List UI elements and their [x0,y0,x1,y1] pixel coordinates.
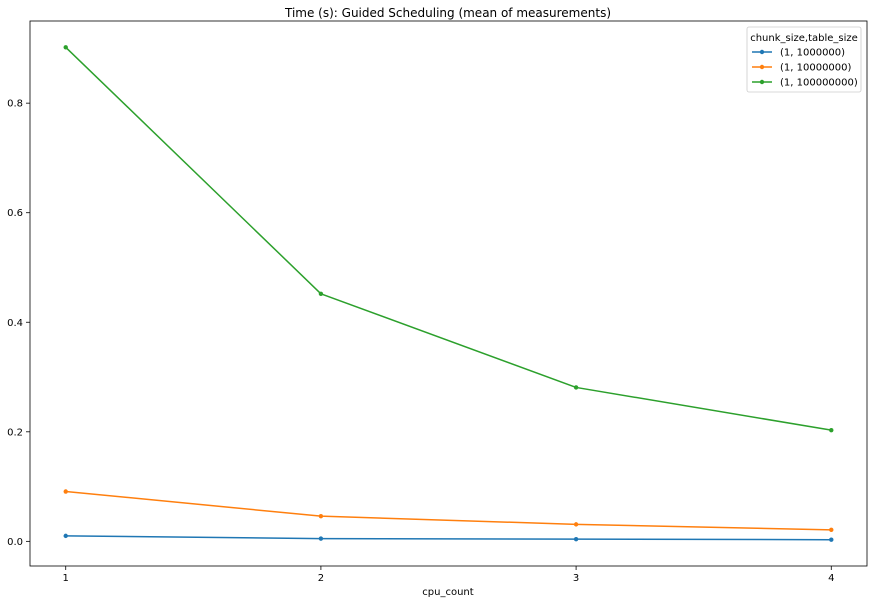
data-point [829,537,834,542]
legend-box [746,26,862,93]
data-point [63,489,68,494]
series-3 [63,45,834,433]
data-point [318,291,324,296]
legend-label: (1, 10000000) [780,63,852,74]
legend-marker [759,49,765,55]
y-tick-label: 0.8 [7,99,23,110]
legend-marker [759,64,765,70]
legend-entry: (1, 10000000) [752,63,852,74]
x-tick-label: 2 [318,573,324,584]
y-axis: 0.0 0.2 0.4 0.6 0.8 [7,99,30,548]
x-tick-label: 3 [573,573,579,584]
y-tick-label: 0.4 [7,318,23,329]
legend-title: chunk_size,table_size [750,33,858,44]
data-point [829,527,834,533]
legend-label: (1, 1000000) [780,48,845,59]
y-tick-label: 0.0 [7,537,23,548]
legend-label: (1, 100000000) [780,78,858,89]
data-point [63,45,68,50]
x-tick-label: 4 [828,573,834,584]
data-point [829,427,834,433]
series-layer [63,45,834,542]
data-point [573,536,579,542]
data-point [573,385,579,390]
data-point [318,513,324,519]
y-tick-label: 0.2 [7,427,23,438]
legend-entry: (1, 1000000) [752,48,845,59]
legend: chunk_size,table_size (1, 1000000)(1, 10… [746,26,862,93]
series-1 [63,533,834,542]
series-2 [63,489,834,533]
y-tick-label: 0.6 [7,208,23,219]
chart-title: Time (s): Guided Scheduling (mean of mea… [284,6,611,20]
legend-marker [759,79,765,85]
series-line [65,535,832,541]
data-point [318,536,324,541]
data-point [573,522,579,527]
legend-entries: (1, 1000000) (1, 10000000) (1, 100000000) [752,48,858,89]
x-axis: 1 2 3 4 [63,566,834,584]
plot-area-frame [29,20,868,567]
legend-entry: (1, 100000000) [752,78,858,89]
data-point [63,533,68,539]
series-line [65,490,832,531]
x-axis-label: cpu_count [422,587,473,598]
x-tick-label: 1 [63,573,69,584]
series-line [65,46,832,431]
